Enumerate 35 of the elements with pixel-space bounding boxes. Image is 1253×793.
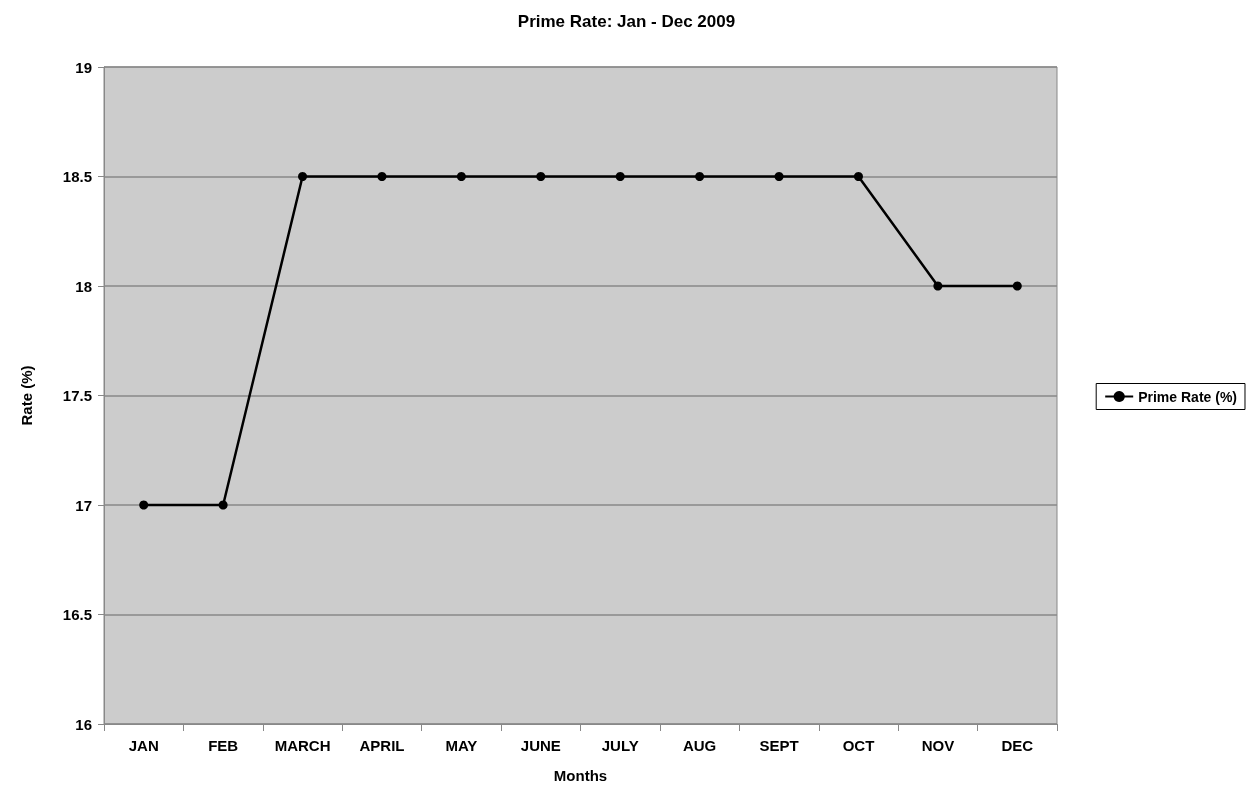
y-tick-label: 19: [75, 58, 92, 76]
x-tick-label: NOV: [921, 737, 955, 754]
y-tick-label: 18.5: [62, 168, 92, 185]
y-tick-label: 18: [75, 277, 92, 295]
point: [456, 172, 466, 181]
point: [1012, 281, 1022, 291]
x-tick-label: SEPT: [759, 737, 799, 754]
x-tick-label: JUNE: [520, 737, 561, 754]
point: [377, 172, 387, 181]
chart-title: Prime Rate: Jan - Dec 2009: [517, 12, 736, 31]
point: [853, 172, 863, 181]
x-tick-label: MARCH: [274, 737, 331, 754]
y-tick-label: 16.5: [62, 606, 92, 623]
y-tick-label: 17.5: [62, 387, 92, 404]
point: [298, 172, 308, 181]
legend-label: Prime Rate (%): [1138, 388, 1238, 405]
point: [218, 500, 228, 510]
x-tick-label: AUG: [682, 737, 717, 754]
point: [774, 172, 784, 181]
x-tick-label: MAY: [445, 737, 478, 754]
x-axis-title: Months: [553, 767, 608, 784]
y-tick-label: 16: [75, 715, 92, 733]
point: [695, 172, 705, 181]
y-axis-title: Rate (%): [18, 365, 35, 426]
x-tick-label: APRIL: [359, 737, 405, 754]
point: [139, 500, 149, 510]
point: [615, 172, 625, 181]
x-tick-label: JAN: [128, 737, 159, 754]
x-tick-label: FEB: [208, 737, 239, 754]
x-tick-label: OCT: [842, 737, 875, 754]
x-tick-label: DEC: [1001, 737, 1034, 754]
point: [536, 172, 546, 181]
point: [933, 281, 943, 291]
y-tick-label: 17: [75, 496, 92, 514]
x-tick-label: JULY: [601, 737, 639, 754]
